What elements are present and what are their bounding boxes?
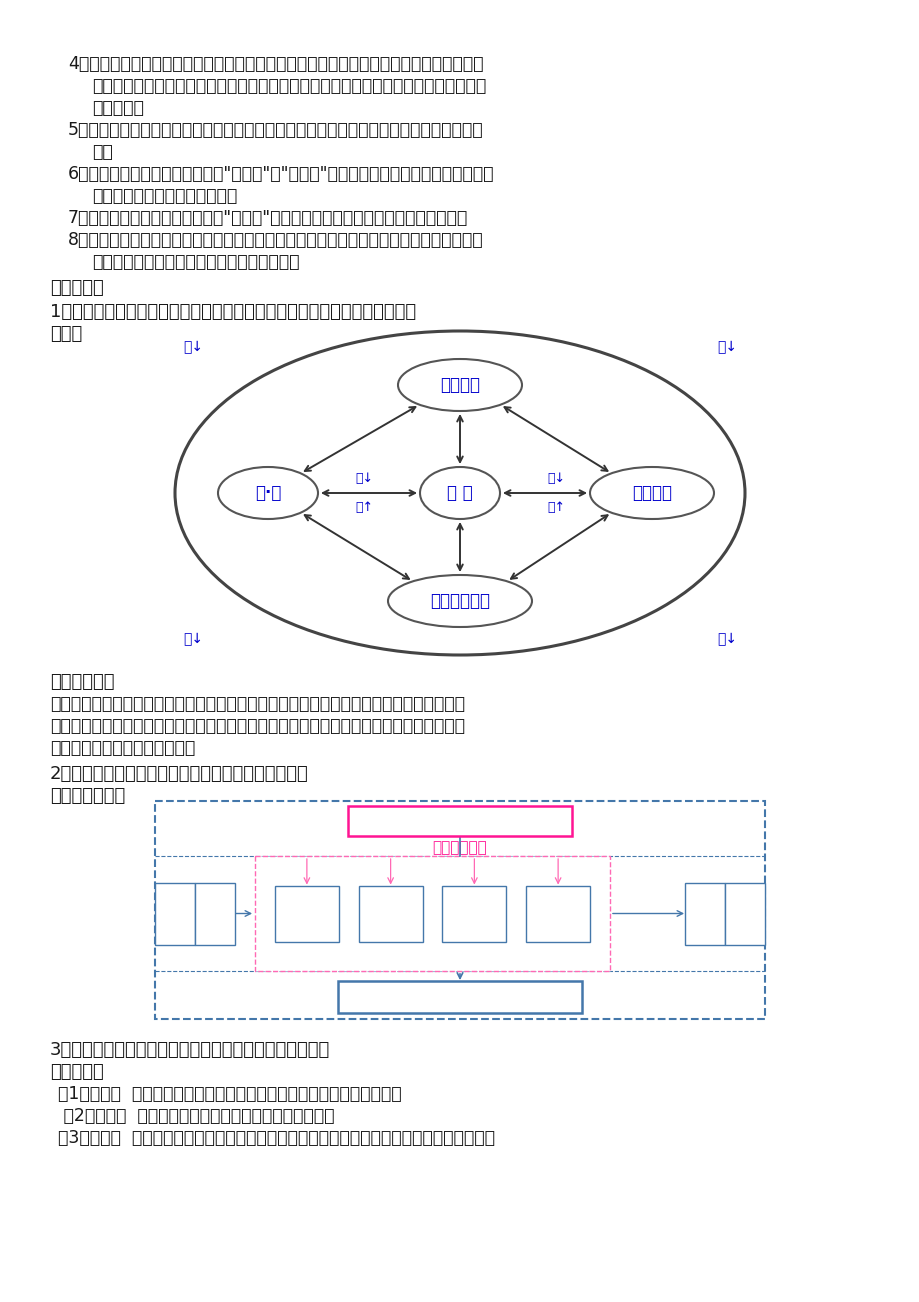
Text: 教学得
怎样: 教学得 怎样 [545, 898, 570, 928]
Text: 境↓: 境↓ [716, 631, 736, 646]
Text: 管↓: 管↓ [355, 473, 372, 486]
Text: 环↓: 环↓ [183, 631, 203, 646]
FancyBboxPatch shape [724, 883, 765, 944]
Text: 地理教学的最佳效益: 地理教学的最佳效益 [414, 988, 505, 1006]
Text: 6、地理程序性知识：主要是回答"为什么"、"怎么办"的地理基础知识，主要包括地理原理: 6、地理程序性知识：主要是回答"为什么"、"怎么办"的地理基础知识，主要包括地理… [68, 165, 494, 184]
Ellipse shape [398, 359, 521, 411]
FancyBboxPatch shape [442, 885, 505, 941]
FancyBboxPatch shape [154, 801, 765, 1019]
Text: 1、绘图说明地理教学系统的构成并简要说明各地理教学要素的地位与作用。: 1、绘图说明地理教学系统的构成并简要说明各地理教学要素的地位与作用。 [50, 303, 415, 322]
Text: 为什么
教学: 为什么 教学 [294, 898, 319, 928]
Text: 学科
发展: 学科 发展 [207, 898, 223, 928]
FancyBboxPatch shape [685, 883, 724, 944]
Text: 教学目标: 教学目标 [439, 376, 480, 395]
Text: 学习
心理: 学习 心理 [736, 898, 753, 928]
Text: 教学目标：导向子系统；教师：导控子系统；学生：信息处理子系统；课程教材：信息源子: 教学目标：导向子系统；教师：导控子系统；学生：信息处理子系统；课程教材：信息源子 [50, 695, 464, 713]
Text: 教学
什么: 教学 什么 [381, 898, 399, 928]
Text: 地理教学过程: 地理教学过程 [432, 841, 487, 855]
Text: （2）实践性  （密切联系、指导地理课程教学改革实践）: （2）实践性 （密切联系、指导地理课程教学改革实践） [58, 1107, 335, 1125]
FancyBboxPatch shape [275, 885, 338, 941]
Text: 主要特点：: 主要特点： [50, 1062, 104, 1081]
Text: 反馈评价：调控、激励子系统。: 反馈评价：调控、激励子系统。 [50, 740, 195, 756]
FancyBboxPatch shape [347, 806, 572, 836]
Text: 地位与作用：: 地位与作用： [50, 673, 114, 691]
Text: 2、绘简图说明《地理教学论》课程的基本内容结构。: 2、绘简图说明《地理教学论》课程的基本内容结构。 [50, 766, 309, 783]
Text: 教学原则方法: 教学原则方法 [429, 592, 490, 611]
Text: 教师
素质: 教师 素质 [696, 898, 712, 928]
Text: 类知识和地理操作程序类知识。: 类知识和地理操作程序类知识。 [92, 187, 237, 204]
Text: 类。: 类。 [92, 143, 113, 161]
Text: 四、论述题: 四、论述题 [50, 279, 104, 297]
Text: 践操作任务的心智活动方式和动作活动方式。: 践操作任务的心智活动方式和动作活动方式。 [92, 253, 300, 271]
Text: 学 生: 学 生 [447, 484, 472, 503]
Text: 系统；原则方法：运行支持子系统；教学环境：时空协同子系统。教学管理：保障子系统；: 系统；原则方法：运行支持子系统；教学环境：时空协同子系统。教学管理：保障子系统； [50, 717, 464, 736]
FancyBboxPatch shape [526, 885, 589, 941]
Ellipse shape [218, 467, 318, 519]
Text: 3、简要说明《地理教学论》课程的主要特点及研究方法。: 3、简要说明《地理教学论》课程的主要特点及研究方法。 [50, 1042, 330, 1059]
FancyBboxPatch shape [337, 980, 582, 1013]
Text: 7、地理策略性知识：主要是回答"怎么学"的地理基础知识，主要为学习方法类知识。: 7、地理策略性知识：主要是回答"怎么学"的地理基础知识，主要为学习方法类知识。 [68, 210, 468, 227]
Text: 教·师: 教·师 [255, 484, 281, 503]
Text: 活动过程。: 活动过程。 [92, 99, 143, 117]
Ellipse shape [589, 467, 713, 519]
Text: 研究
系统: 研究 系统 [166, 898, 183, 928]
Text: 地理教学论: 地理教学论 [433, 812, 486, 829]
Text: 基本方法，发展地理能力，形成积极情感、态度与科学观念的多主体交互的认识与实践: 基本方法，发展地理能力，形成积极情感、态度与科学观念的多主体交互的认识与实践 [92, 77, 486, 95]
FancyBboxPatch shape [255, 855, 609, 971]
Text: 5、地理基础知识：地理科学知识体系中起奠基作用的地理知识。中学地理知识主要属于此: 5、地理基础知识：地理科学知识体系中起奠基作用的地理知识。中学地理知识主要属于此 [68, 121, 483, 139]
Text: （1）理论性  （重视科学理论指导，阐述地理教学基本规律、基本原理）: （1）理论性 （重视科学理论指导，阐述地理教学基本规律、基本原理） [58, 1085, 402, 1103]
Text: 基本内容结构：: 基本内容结构： [50, 786, 125, 805]
Text: （3）综合性  （地理学、教育学、心理学、系统学、计算机科学、美学、哲学等多学科奠基、: （3）综合性 （地理学、教育学、心理学、系统学、计算机科学、美学、哲学等多学科奠… [58, 1129, 494, 1147]
Ellipse shape [420, 467, 499, 519]
Text: 课程教材: 课程教材 [631, 484, 671, 503]
Text: 构成：: 构成： [50, 326, 82, 342]
Text: 理↓: 理↓ [547, 473, 564, 486]
Text: 4、地理教学过程：即学生在教师指导下，积极主动地学习掌握地理基础知识、基本技能及: 4、地理教学过程：即学生在教师指导下，积极主动地学习掌握地理基础知识、基本技能及 [68, 55, 483, 73]
FancyBboxPatch shape [154, 883, 195, 944]
Text: 评↑: 评↑ [355, 501, 372, 514]
FancyBboxPatch shape [195, 883, 234, 944]
Text: 价↑: 价↑ [547, 501, 564, 514]
Ellipse shape [388, 575, 531, 628]
Text: 教↓: 教↓ [183, 340, 203, 354]
Text: 学↓: 学↓ [716, 340, 736, 354]
FancyBboxPatch shape [358, 885, 422, 941]
Text: 8、地理基本技能：在练习基础上形成的按某种规则或操作程序顺利完成地理认知任务和实: 8、地理基本技能：在练习基础上形成的按某种规则或操作程序顺利完成地理认知任务和实 [68, 230, 483, 249]
Text: 怎样
教学: 怎样 教学 [466, 898, 482, 928]
